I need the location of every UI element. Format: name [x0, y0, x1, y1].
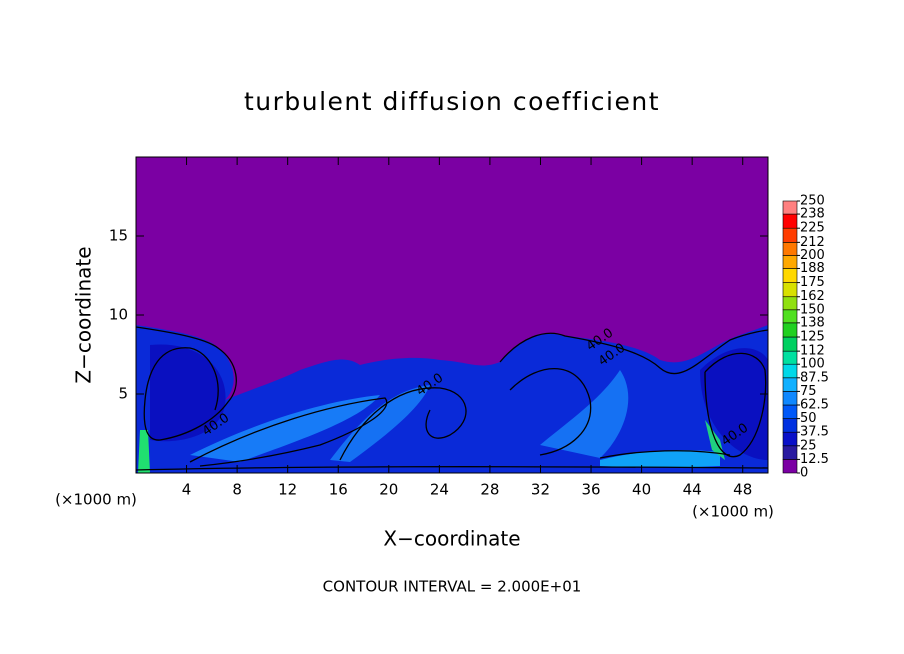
x-unit-label: (×1000 m) — [55, 491, 137, 509]
x-tick-label: 8 — [232, 481, 242, 499]
colorbar-swatch — [782, 268, 798, 283]
colorbar-label: 200 — [800, 248, 825, 263]
colorbar-swatch — [782, 336, 798, 352]
y-axis-label: Z−coordinate — [72, 246, 96, 383]
colorbar-label: 112 — [800, 344, 825, 359]
colorbar-swatch — [782, 391, 798, 406]
colorbar-label: 125 — [800, 330, 825, 345]
colorbar-swatch — [782, 363, 798, 379]
colorbar-label: 212 — [800, 235, 825, 250]
x-tick-label: 12 — [278, 481, 297, 499]
x-tick-label: 32 — [531, 481, 550, 499]
colorbar-swatch — [782, 431, 798, 447]
x-tick-label: 48 — [733, 481, 752, 499]
colorbar-swatch — [782, 322, 798, 338]
colorbar-label: 225 — [800, 221, 825, 236]
field — [136, 157, 768, 473]
colorbar-swatch — [782, 282, 798, 298]
colorbar-swatch — [782, 200, 798, 215]
colorbar-label: 87.5 — [800, 370, 829, 385]
colorbar-swatch — [782, 418, 798, 433]
chart-title: turbulent diffusion coefficient — [244, 87, 660, 116]
colorbar-label: 238 — [800, 207, 825, 222]
colorbar-label: 0 — [800, 466, 808, 481]
colorbar-swatch — [782, 309, 798, 324]
x-tick-label: 28 — [480, 481, 499, 499]
x-tick-label: 36 — [581, 481, 600, 499]
y-tick-label: 15 — [109, 227, 128, 245]
colorbar-label: 138 — [800, 315, 825, 330]
x-tick-label: 4 — [182, 481, 192, 499]
colorbar-label: 75 — [800, 384, 817, 399]
y-tick-label: 5 — [118, 385, 128, 403]
colorbar-swatch — [782, 459, 798, 474]
colorbar-label: 100 — [800, 357, 825, 372]
x-tick-label: 24 — [430, 481, 449, 499]
x-axis-label: X−coordinate — [383, 527, 520, 551]
colorbar-swatch — [782, 227, 798, 243]
colorbar-label: 25 — [800, 438, 817, 453]
colorbar-swatch — [782, 404, 798, 419]
colorbar-swatch — [782, 296, 798, 311]
colorbar-label: 250 — [800, 194, 825, 209]
colorbar-label: 175 — [800, 275, 825, 290]
colorbar-label: 12.5 — [800, 452, 829, 467]
colorbar-swatch — [782, 377, 798, 392]
colorbar-swatch — [782, 213, 798, 229]
x-tick-label: 40 — [632, 481, 651, 499]
colorbar-swatch — [782, 350, 798, 365]
y-tick-label: 10 — [109, 306, 128, 324]
footer-note: CONTOUR INTERVAL = 2.000E+01 — [323, 578, 582, 596]
x-unit-label: (×1000 m) — [692, 503, 774, 521]
colorbar-label: 50 — [800, 411, 817, 426]
x-tick-label: 20 — [379, 481, 398, 499]
x-tick-label: 44 — [683, 481, 702, 499]
colorbar-label: 62.5 — [800, 398, 829, 413]
colorbar-swatch — [782, 242, 798, 256]
colorbar-label: 37.5 — [800, 425, 829, 440]
colorbar-swatch — [782, 255, 798, 269]
colorbar-label: 162 — [800, 289, 825, 304]
colorbar-label: 150 — [800, 302, 825, 317]
x-tick-label: 16 — [329, 481, 348, 499]
colorbar-swatch — [782, 445, 798, 460]
colorbar-label: 188 — [800, 261, 825, 276]
